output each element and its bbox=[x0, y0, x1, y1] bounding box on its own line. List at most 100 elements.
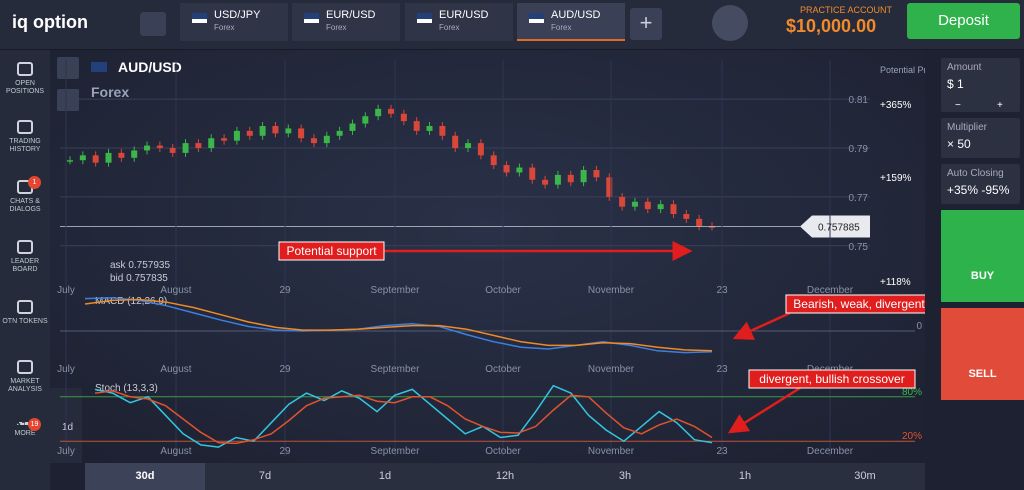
logo[interactable]: iq option bbox=[12, 12, 88, 32]
candle bbox=[554, 174, 561, 185]
balance[interactable]: $10,000.00 bbox=[786, 16, 877, 36]
grid-button[interactable] bbox=[140, 12, 166, 36]
timeframe[interactable]: 30d bbox=[85, 463, 205, 490]
tab[interactable]: EUR/USD Forex bbox=[405, 3, 513, 41]
timeframe[interactable]: 1d bbox=[378, 470, 392, 482]
x-tick-label: November bbox=[588, 285, 635, 296]
ask: ask 0.757935 bbox=[110, 260, 170, 271]
profit-level: +118% bbox=[880, 277, 911, 288]
sidebar-item[interactable]: MORE 19 bbox=[0, 418, 50, 438]
tab[interactable]: EUR/USD Forex bbox=[292, 3, 400, 41]
candle bbox=[439, 126, 446, 136]
tab[interactable]: USD/JPY Forex bbox=[180, 3, 288, 41]
sidebar-label: MORE bbox=[14, 430, 36, 437]
timeframe[interactable]: 30m bbox=[854, 470, 876, 482]
candle bbox=[208, 138, 215, 148]
candle bbox=[529, 167, 536, 180]
candle bbox=[490, 155, 497, 166]
x-tick-label: July bbox=[57, 446, 75, 457]
multiplier-label: Multiplier bbox=[947, 122, 988, 133]
candle bbox=[144, 145, 151, 151]
annotation-arrow bbox=[732, 311, 791, 340]
candle bbox=[619, 196, 626, 207]
sidebar-label: CHATS & DIALOGS bbox=[9, 198, 41, 213]
badge: 19 bbox=[28, 418, 41, 431]
add-tab[interactable]: + bbox=[630, 8, 662, 40]
x-tick-label: 23 bbox=[716, 364, 728, 375]
y-tick-label: 80% bbox=[902, 387, 922, 398]
candle bbox=[516, 167, 523, 173]
auto-closing-box[interactable]: Auto Closing +35% -95% bbox=[941, 164, 1020, 204]
timeframe[interactable]: 12h bbox=[495, 470, 515, 482]
candle bbox=[503, 165, 510, 173]
timeframe[interactable]: 3h bbox=[618, 470, 632, 482]
candle bbox=[336, 130, 343, 136]
tab-market: Forex bbox=[326, 23, 347, 32]
sidebar-label: LEADER BOARD bbox=[10, 258, 39, 273]
trade-panel: Amount $ 1 − + Multiplier × 50 Auto Closing… bbox=[925, 50, 1024, 490]
camera-button[interactable] bbox=[712, 5, 748, 41]
sidebar-item[interactable]: OTN TOKENS bbox=[0, 300, 50, 326]
multiplier-box[interactable]: Multiplier × 50 bbox=[941, 118, 1020, 158]
candle bbox=[92, 155, 99, 163]
sidebar-item[interactable]: LEADER BOARD bbox=[0, 240, 50, 274]
candle bbox=[709, 226, 715, 228]
x-tick-label: 23 bbox=[716, 446, 728, 457]
candle bbox=[465, 143, 472, 148]
x-tick-label: November bbox=[588, 364, 635, 375]
tab-symbol: EUR/USD bbox=[439, 9, 489, 21]
candle bbox=[79, 155, 86, 161]
asset-title[interactable]: AUD/USD bbox=[118, 59, 182, 75]
timeframe[interactable]: 7d bbox=[258, 470, 272, 482]
candle bbox=[67, 160, 73, 162]
candle bbox=[362, 116, 369, 124]
candle bbox=[246, 130, 253, 136]
candle bbox=[272, 126, 279, 134]
tab[interactable]: AUD/USD Forex bbox=[517, 3, 625, 41]
candle bbox=[388, 108, 394, 114]
amount: $ 1 bbox=[947, 77, 964, 91]
tab-symbol: AUD/USD bbox=[551, 9, 601, 21]
stoch-tool[interactable]: 1d bbox=[62, 422, 73, 433]
y-tick-label: 0.77 bbox=[849, 193, 869, 204]
y-tick-label: 0 bbox=[916, 321, 922, 332]
sidebar-label: OPEN POSITIONS bbox=[5, 80, 45, 95]
x-tick-label: 29 bbox=[279, 285, 291, 296]
candle bbox=[670, 204, 677, 214]
candle bbox=[644, 201, 651, 210]
sidebar-item[interactable]: MARKET ANALYSIS bbox=[0, 360, 50, 394]
bid: bid 0.757835 bbox=[110, 273, 168, 284]
sidebar-item[interactable]: OPEN POSITIONS bbox=[0, 62, 50, 96]
minus[interactable]: − bbox=[955, 100, 961, 111]
annotation-arrow bbox=[727, 386, 801, 434]
x-tick-label: 23 bbox=[716, 285, 728, 296]
badge: 1 bbox=[28, 176, 41, 189]
candle bbox=[580, 170, 587, 183]
expand-button[interactable] bbox=[57, 89, 79, 111]
sell-button[interactable]: SELL bbox=[941, 308, 1024, 400]
annotation: Potential support bbox=[286, 244, 377, 258]
sidebar-item[interactable]: CHATS & DIALOGS 1 bbox=[0, 176, 50, 214]
candle bbox=[118, 152, 125, 158]
indicator-line bbox=[84, 298, 713, 352]
amount-label: Amount bbox=[947, 62, 982, 73]
close-button[interactable] bbox=[57, 57, 79, 79]
plus[interactable]: + bbox=[997, 100, 1003, 111]
sidebar-label: MARKET ANALYSIS bbox=[8, 378, 42, 393]
x-tick-label: September bbox=[371, 364, 421, 375]
amount-box[interactable]: Amount $ 1 − + bbox=[941, 58, 1020, 112]
x-tick-label: September bbox=[371, 285, 421, 296]
candle bbox=[349, 123, 356, 131]
candle bbox=[221, 138, 228, 141]
annotation: divergent, bullish crossover bbox=[759, 372, 904, 386]
candle bbox=[696, 218, 703, 227]
deposit-button[interactable]: Deposit bbox=[907, 3, 1020, 39]
account-label: PRACTICE ACCOUNT bbox=[800, 5, 893, 15]
annotation-box bbox=[785, 294, 925, 314]
buy-button[interactable]: BUY bbox=[941, 210, 1024, 302]
sidebar-item[interactable]: TRADING HISTORY bbox=[0, 120, 50, 154]
timeframe[interactable]: 1h bbox=[738, 470, 752, 482]
candle bbox=[310, 138, 317, 144]
candle bbox=[259, 126, 266, 136]
candle bbox=[683, 214, 690, 219]
